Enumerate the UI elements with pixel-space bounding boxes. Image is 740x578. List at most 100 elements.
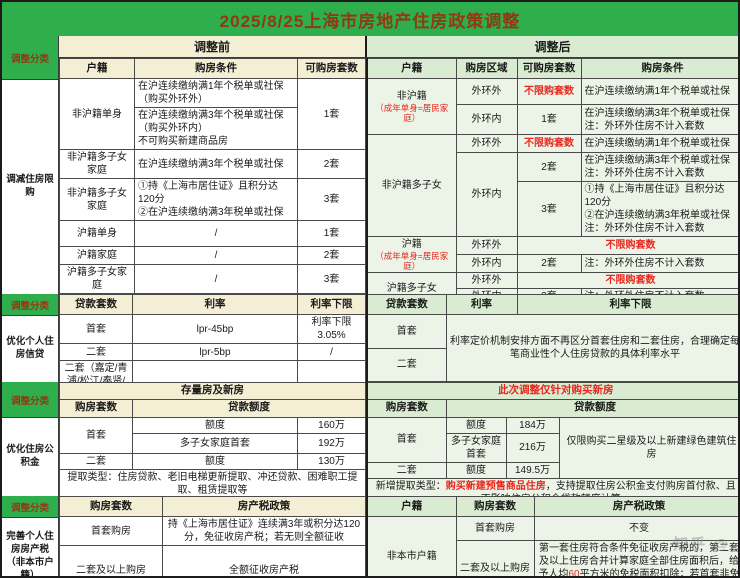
header-cell: 购房套数: [455, 496, 535, 517]
header-cell: 户籍: [59, 58, 135, 79]
table-row: 提取类型：住房贷款、老旧电梯更新提取、冲还贷款、困难职工提取、租赁提取等: [58, 468, 367, 499]
section1-halves: 户籍 购房条件 可购房套数 非沪籍单身 在沪连续缴纳满1年个税单或社保（购买外环…: [59, 58, 738, 327]
cell: 非沪籍多子女: [366, 134, 457, 237]
cell: lpr-5bp: [132, 343, 298, 361]
cell: /: [134, 264, 298, 294]
cell: 全额征收房产税: [162, 545, 366, 576]
cell: 二套: [59, 343, 133, 361]
table-row: 非沪籍多子女 外环外 不限购套数 在沪连续缴纳满1年个税单或社保: [366, 134, 738, 237]
cell: 二套: [366, 347, 447, 383]
header-cell: 房产税政策: [162, 496, 366, 517]
table-row: 购房套数 贷款额度: [366, 398, 738, 418]
cell: 第一套住房符合条件免征收房产税的，第二套及以上住房合并计算家庭全部住房面积后，给…: [533, 540, 738, 576]
cell: 不限购套数: [516, 134, 582, 153]
section-housing-fund: 调整分类 优化住房公积金 存量房及新房 购房套数 贷款额度 首套 额度 160万: [2, 382, 738, 508]
tax-after-table: 户籍 购房套数 房产税政策 非本市户籍 首套购房 不变 二套及以上购房 第一套住…: [366, 496, 738, 576]
table-row: 二套: [366, 347, 738, 383]
cell: 外环内: [455, 104, 518, 135]
cell: lpr-45bp: [132, 314, 298, 344]
cell: ①持《上海市居住证》且积分达120分 ②在沪连续缴纳满3年税单或社保: [134, 178, 298, 221]
cell: 仅限购买二星级及以上新建绿色建筑住房: [558, 416, 738, 479]
section1-main: 调整前 调整后 户籍 购房条件 可购房套数 非沪籍单身 在沪连续缴纳满1年个税单…: [59, 36, 738, 327]
limits-after-table: 户籍 购房区域 可购房套数 购房条件 非沪籍 （成年单身=居民家庭） 外环外 不…: [366, 58, 738, 322]
cell: 在沪连续缴纳满1年个税单或社保: [580, 134, 738, 153]
cell: 二套及以上购房: [59, 545, 163, 576]
cell: 首套: [366, 416, 447, 463]
cell: 非本市户籍: [366, 516, 457, 576]
table-row: 沪籍单身 / 1套: [59, 220, 366, 247]
cell: 2套: [297, 149, 366, 179]
cell: 首套购房: [59, 516, 163, 546]
cell: 不限购套数: [516, 78, 582, 105]
header-cell: 贷款额度: [445, 398, 738, 418]
table-row: 外环内 1套 在沪连续缴纳满3年个税单或社保 注：外环外住房不计入套数: [367, 104, 738, 135]
header-cell: 购房套数: [59, 496, 163, 517]
header-cell: 贷款套数: [59, 294, 133, 315]
section-property-tax: 调整分类 完善个人住房房产税（非本市户籍） 购房套数 房产税政策 首套购房 持《…: [2, 496, 738, 578]
cell: 外环外: [455, 272, 518, 290]
section-mortgage: 调整分类 优化个人住房信贷 贷款套数 利率 利率下限 首套 lpr-45bp 利…: [2, 293, 738, 416]
header-cell: 利率下限: [297, 294, 366, 315]
table-row: 二套 额度 149.5万: [366, 461, 738, 479]
category-column: 调整分类 完善个人住房房产税（非本市户籍）: [2, 496, 59, 578]
table-row: 外环内 2套 注：外环外住房不计入套数: [367, 254, 738, 274]
table-row: 在沪连续缴纳满3年个税单或社保（购买外环内） 不可购买新建商品房: [60, 107, 366, 150]
cell: 持《上海市居住证》连续满3年或积分达120分，免征收房产税；若无则全额征收: [162, 516, 366, 546]
category-name: 完善个人住房房产税（非本市户籍）: [6, 531, 54, 578]
header-cell: 购房区域: [455, 58, 518, 79]
cell: 外环外: [455, 78, 518, 105]
cell: 160万: [296, 416, 367, 434]
section3-halves: 存量房及新房 购房套数 贷款额度 首套 额度 160万 多子女家庭首套 192万…: [58, 382, 738, 508]
table-row: 二套 lpr-5bp /: [59, 343, 366, 361]
header-cell: 可购房套数: [516, 58, 582, 79]
cell: 3套: [516, 181, 582, 237]
table-row: 非本市户籍 首套购房 不变: [366, 516, 738, 576]
category-column: 调整分类 优化个人住房信贷: [2, 294, 59, 382]
extract-highlight: 购买新建预售商品住房: [445, 480, 546, 492]
cell: 非沪籍多子女家庭: [59, 178, 135, 221]
cell: 外环外: [455, 235, 518, 256]
cell: 非沪籍单身: [59, 78, 135, 150]
table-row: 首套 额度 160万: [59, 416, 367, 454]
cell: 149.5万: [505, 461, 560, 479]
cell: 首套: [59, 314, 133, 344]
cell: 2套: [297, 246, 366, 265]
extract-prefix: 新增提取类型：: [375, 480, 446, 492]
cell: 沪籍多子女家庭: [59, 264, 135, 294]
hukou-label: 沪籍: [401, 239, 422, 250]
cell: 在沪连续缴纳满1年个税单或社保: [580, 78, 738, 105]
cell: 不变: [533, 516, 738, 541]
cell: 多子女家庭首套: [445, 432, 507, 463]
table-row: 沪籍 （成年单身=居民家庭） 外环外 不限购套数: [366, 235, 738, 274]
category-header: 调整分类: [2, 294, 58, 316]
cell: 2套: [516, 152, 582, 182]
table-row: 沪籍多子女家庭 / 3套: [59, 264, 366, 294]
cell: 多子女家庭首套: [132, 432, 298, 454]
cell: 1套: [297, 78, 366, 150]
table-row: 二套 额度 130万: [59, 452, 367, 470]
fund-after-table: 此次调整仅针对购买新房 购房套数 贷款额度 首套 额度 184万 仅限购买二星级…: [366, 382, 738, 508]
header-cell: 购房条件: [134, 58, 298, 79]
cell: 首套购房: [455, 516, 535, 541]
cell: 在沪连续缴纳满3年个税单或社保: [134, 149, 298, 179]
cell: 在沪连续缴纳满3年个税单或社保 注：外环外住房不计入套数: [580, 104, 738, 135]
cell: 沪籍家庭: [59, 246, 135, 265]
table-row: 存量房及新房: [58, 382, 367, 400]
header-cell: 利率下限: [516, 293, 738, 316]
page-title: 2025/8/25上海市房地产住房政策调整: [2, 2, 738, 36]
cell: 额度: [132, 416, 298, 434]
cell: ①持《上海市居住证》且积分达120分 ②在沪连续缴纳满3年税单或社保 注：外环外…: [580, 181, 738, 237]
cell: 1套: [516, 104, 582, 135]
cell: 不限购套数: [516, 235, 738, 256]
category-header: 调整分类: [2, 36, 58, 80]
cell: 1套: [297, 220, 366, 247]
header-cell: 利率: [445, 293, 518, 316]
table-row: 外环内 2套 在沪连续缴纳满3年个税单或社保 注：外环外住房不计入套数: [367, 152, 738, 237]
tax-before-table: 购房套数 房产税政策 首套购房 持《上海市居住证》连续满3年或积分达120分，免…: [59, 496, 366, 576]
cell: 沪籍 （成年单身=居民家庭）: [366, 235, 457, 274]
cell: 非沪籍 （成年单身=居民家庭）: [366, 78, 457, 135]
table-row: 二套及以上购房 全额征收房产税: [59, 545, 366, 576]
cell: 额度: [445, 461, 507, 479]
cell: 额度: [445, 416, 507, 434]
cell: 3套: [297, 264, 366, 294]
